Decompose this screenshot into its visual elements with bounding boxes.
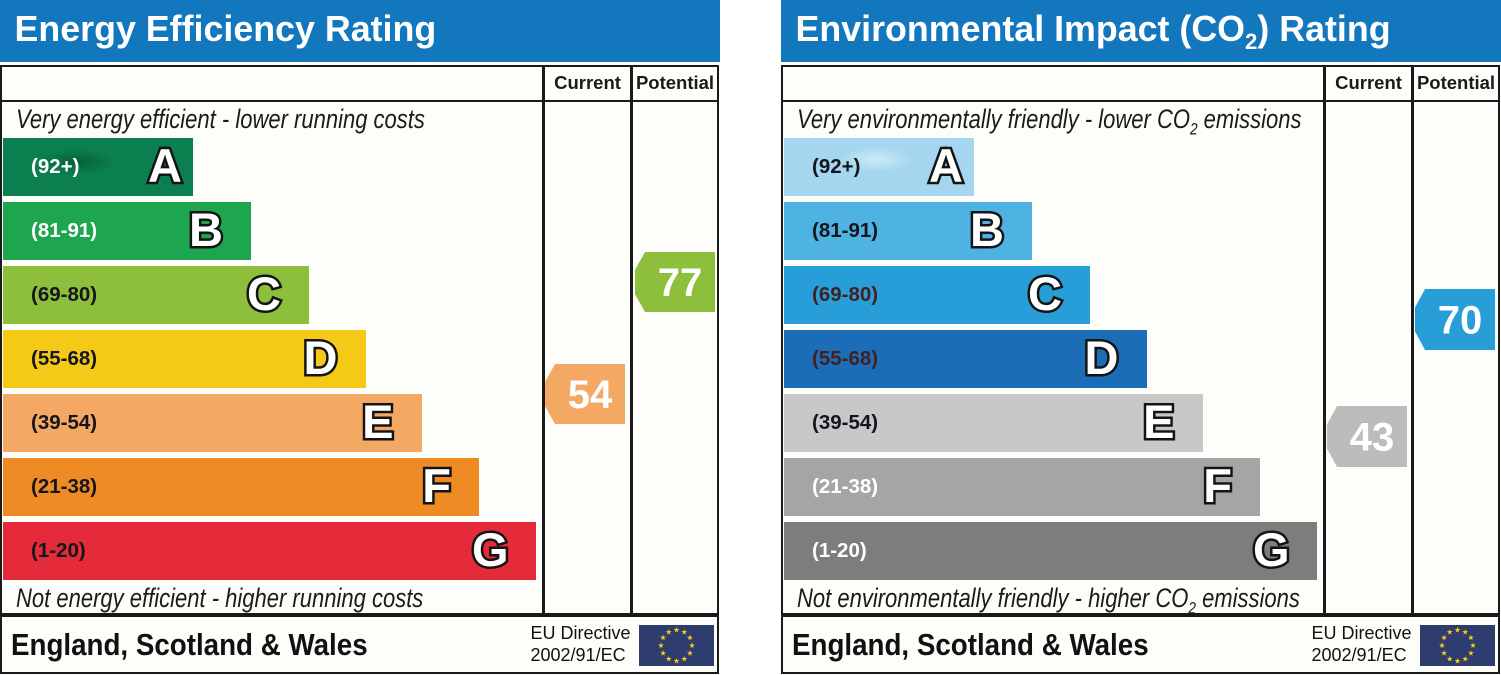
svg-text:54: 54 <box>568 373 613 417</box>
svg-text:77: 77 <box>658 261 703 305</box>
svg-text:43: 43 <box>1350 416 1395 460</box>
svg-text:70: 70 <box>1438 299 1483 343</box>
